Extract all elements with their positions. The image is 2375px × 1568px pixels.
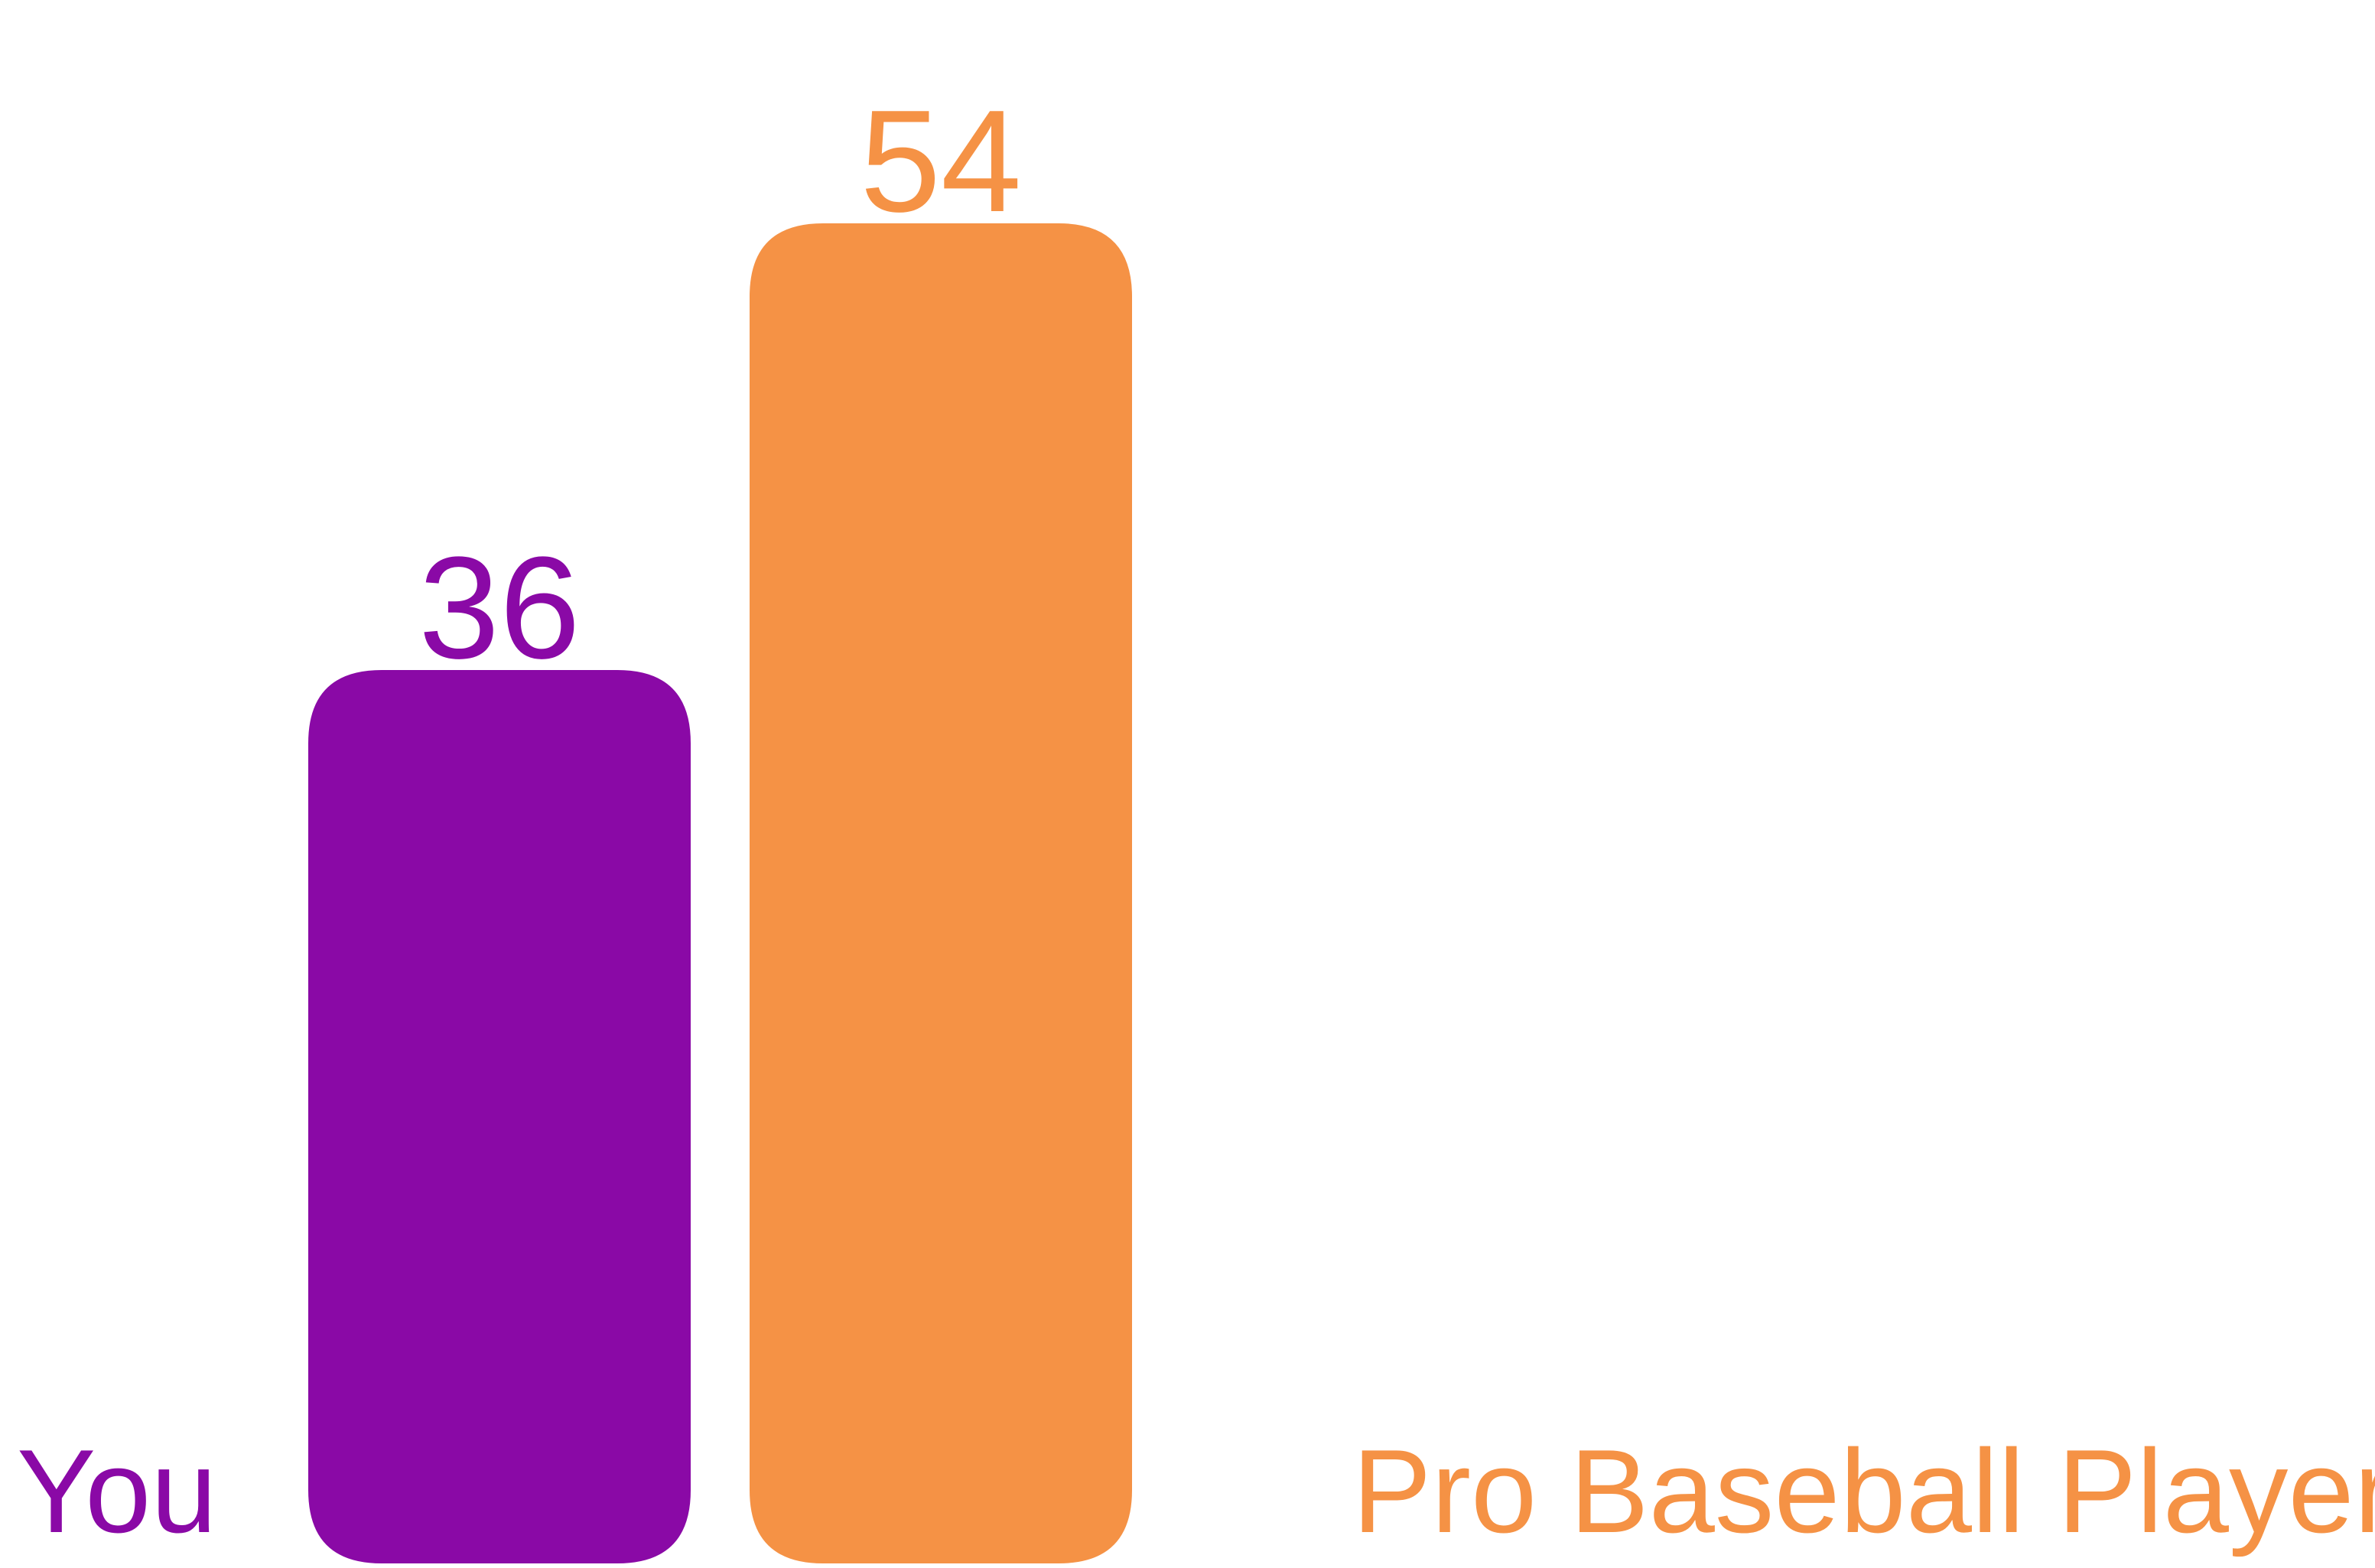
value-label-you: 36 (418, 527, 580, 689)
bar-pro-baseball-player (750, 223, 1132, 1563)
legend-label-you: You (17, 1425, 217, 1557)
value-labels-layer: 36 54 (418, 80, 1021, 689)
legend-label-pro-baseball-player: Pro Baseball Player (1352, 1425, 2375, 1557)
bars-layer (308, 223, 1132, 1563)
value-label-pro-baseball-player: 54 (860, 80, 1021, 242)
bar-you (308, 670, 691, 1563)
